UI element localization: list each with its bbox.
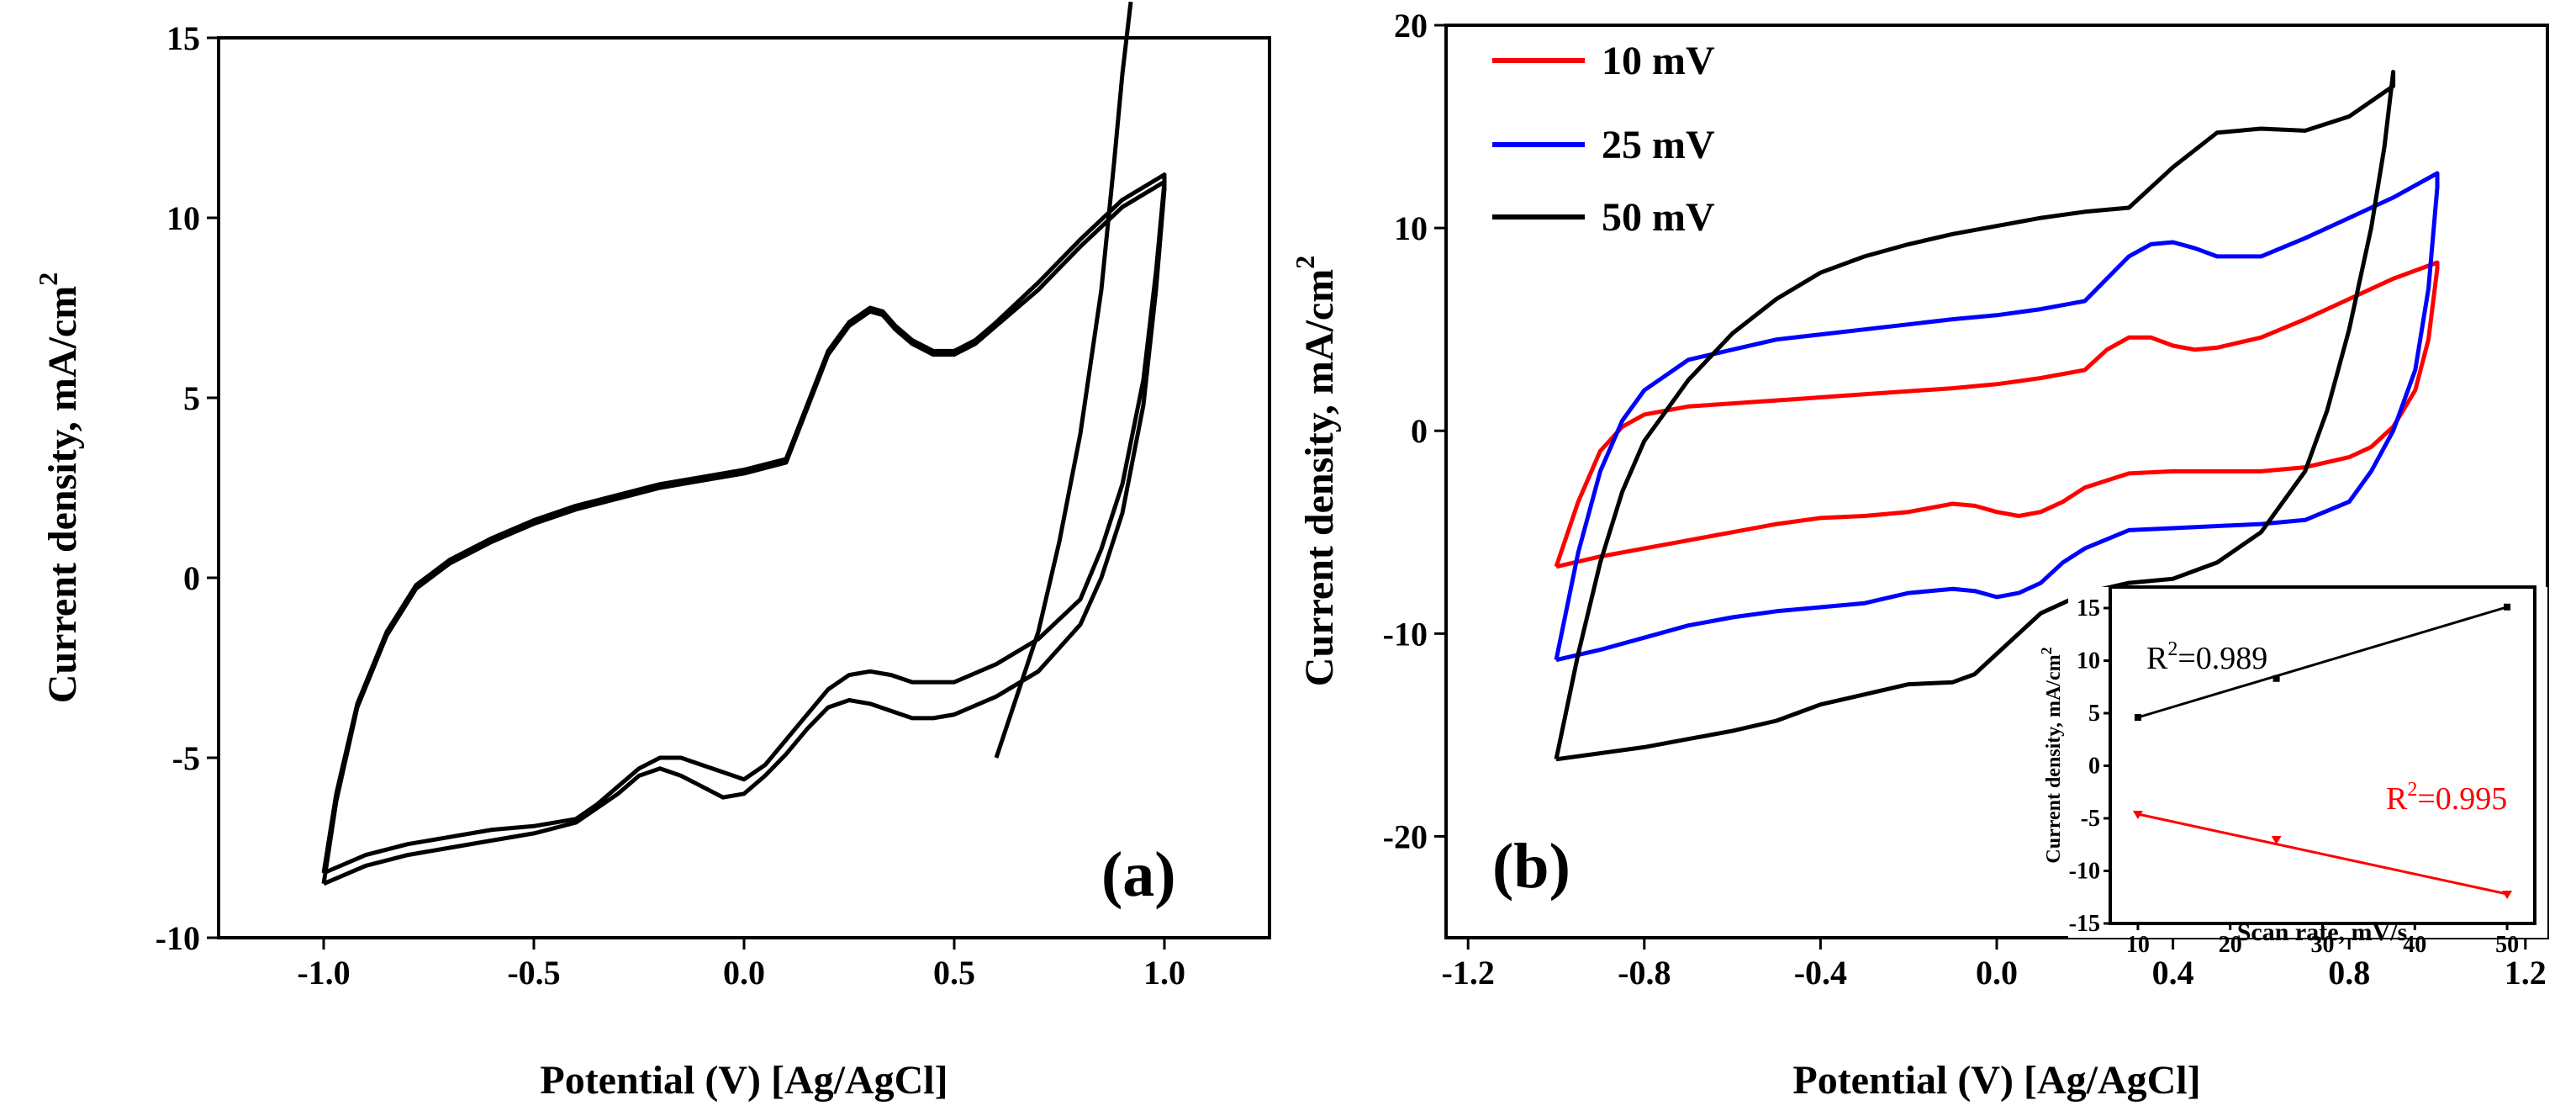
panel-a-y-axis-label-text: Current density, mA/cm	[40, 286, 85, 703]
legend-label-10mv: 10 mV	[1602, 39, 1715, 83]
legend-label-50mv: 50 mV	[1602, 195, 1715, 240]
panel-b-y-tick-label: 20	[1394, 7, 1428, 45]
panel-a-y-tick-label: -10	[156, 919, 200, 957]
panel-a-x-tick-label: -0.5	[507, 954, 560, 992]
inset-y-tick-label: 15	[2077, 595, 2100, 622]
inset-r2-black-sup: 2	[2167, 638, 2177, 660]
panel-a-y-tick-label: 0	[183, 559, 200, 597]
inset-y-tick-label: -10	[2069, 859, 2100, 885]
inset-point-black	[2134, 714, 2141, 721]
panel-a-x-tick-label: 0.0	[723, 954, 765, 992]
panel-b-y-axis-label-sup: 2	[1290, 256, 1320, 269]
inset-y-axis-label-text: Current density, mA/cm	[2043, 654, 2065, 863]
inset-r2-red-prefix: R	[2386, 781, 2408, 817]
inset-y-tick-label: 0	[2088, 754, 2100, 780]
inset-y-tick-label: 10	[2077, 648, 2100, 675]
inset-x-tick-label: 40	[2403, 932, 2426, 958]
panel-b-x-tick-label: 1.2	[2505, 954, 2547, 992]
panel-a-y-axis-label-sup: 2	[33, 272, 63, 286]
panel-b-cv-curve-10mv	[1554, 260, 2440, 569]
inset-r2-black-prefix: R	[2146, 641, 2168, 676]
panel-b-y-axis-label-text: Current density, mA/cm	[1297, 269, 1342, 686]
panel-b-x-tick-label: 0.0	[1976, 954, 2018, 992]
panel-a-cv-curve-1	[321, 172, 1167, 876]
panel-b-curves	[1554, 70, 2440, 762]
panel-a-y-tick-label: 5	[183, 379, 200, 417]
panel-b-cv-curve-25mv	[1554, 171, 2440, 663]
panel-a-y-tick-label: 15	[166, 19, 200, 57]
inset-r2-red-sup: 2	[2407, 779, 2417, 801]
panel-b-label: (b)	[1492, 831, 1570, 902]
inset-r2-black-value: =0.989	[2177, 641, 2267, 676]
inset-y-tick-label: -5	[2081, 806, 2100, 832]
inset-y-tick-label: 5	[2088, 701, 2100, 727]
inset-point-red	[2502, 891, 2513, 899]
inset-x-tick-label: 20	[2219, 932, 2242, 958]
panel-b-y-axis-label: Current density, mA/cm2	[1290, 256, 1342, 686]
inset-x-tick-label: 50	[2495, 932, 2519, 958]
panel-b-x-tick-label: 0.4	[2152, 954, 2194, 992]
panel-a-y-tick-label: -5	[172, 739, 200, 777]
inset-point-black	[2272, 675, 2280, 682]
inset-y-axis-label-sup: 2	[2038, 647, 2055, 654]
panel-a-y-axis-label: Current density, mA/cm2	[33, 272, 85, 703]
inset-point-black	[2504, 603, 2511, 611]
inset-r2-black: R2=0.989	[2146, 638, 2267, 676]
panel-a-x-tick-label: 0.5	[933, 954, 975, 992]
panel-a-curves	[321, 1, 1167, 886]
panel-a-y-tick-label: 10	[166, 199, 200, 237]
panel-a-cv-curve-2	[321, 179, 1167, 886]
panel-a-cv-curve-3	[994, 1, 1133, 759]
inset-x-tick-label: 30	[2311, 932, 2335, 958]
inset-y-tick-label: -15	[2069, 911, 2100, 937]
inset-y-axis-label: Current density, mA/cm2	[2038, 647, 2065, 863]
panel-b-x-tick-label: -0.8	[1618, 954, 1671, 992]
inset-point-red	[2132, 811, 2143, 819]
inset-point-red	[2271, 836, 2282, 844]
panel-b-x-tick-label: 0.8	[2328, 954, 2370, 992]
inset-ticks: 10 20 30 40 50 -15 -10 -5 0 5 10 15	[2069, 595, 2519, 958]
panel-b-x-tick-label: -0.4	[1794, 954, 1847, 992]
panel-b-y-tick-label: 0	[1411, 412, 1428, 450]
panel-a-x-axis-label: Potential (V) [Ag/AgCl]	[540, 1058, 948, 1103]
panel-a-ticks: -1.0 -0.5 0.0 0.5 1.0 -10 -5 0 5 10 15	[156, 19, 1185, 992]
panel-b-y-tick-label: -20	[1383, 817, 1428, 855]
panel-a-x-tick-label: 1.0	[1143, 954, 1185, 992]
inset-r2-red: R2=0.995	[2386, 779, 2507, 817]
inset-x-tick-label: 10	[2126, 932, 2150, 958]
panel-b-y-tick-label: 10	[1394, 209, 1428, 247]
panel-b-y-tick-label: -10	[1383, 615, 1428, 653]
panel-b-x-axis-label: Potential (V) [Ag/AgCl]	[1792, 1058, 2200, 1103]
panel-a-x-tick-label: -1.0	[297, 954, 350, 992]
panel-b-x-tick-label: -1.2	[1442, 954, 1495, 992]
inset-background-left	[2068, 587, 2547, 938]
panel-b-cv-curve-50mv	[1554, 70, 2396, 762]
panel-b-legend: 10 mV 25 mV 50 mV	[1492, 39, 1715, 240]
legend-label-25mv: 25 mV	[1602, 123, 1715, 167]
panel-a-label: (a)	[1101, 839, 1176, 910]
inset-x-axis-label: Scan rate, mV/s	[2237, 918, 2407, 946]
inset-fit-line-2	[2137, 812, 2508, 896]
inset-r2-red-value: =0.995	[2417, 781, 2507, 817]
inset-fit-line-1	[2137, 606, 2508, 719]
inset-marks	[2132, 603, 2513, 899]
panel-a: -1.0 -0.5 0.0 0.5 1.0 -10 -5 0 5 10 15 (a) Potenti…	[33, 1, 1271, 1103]
